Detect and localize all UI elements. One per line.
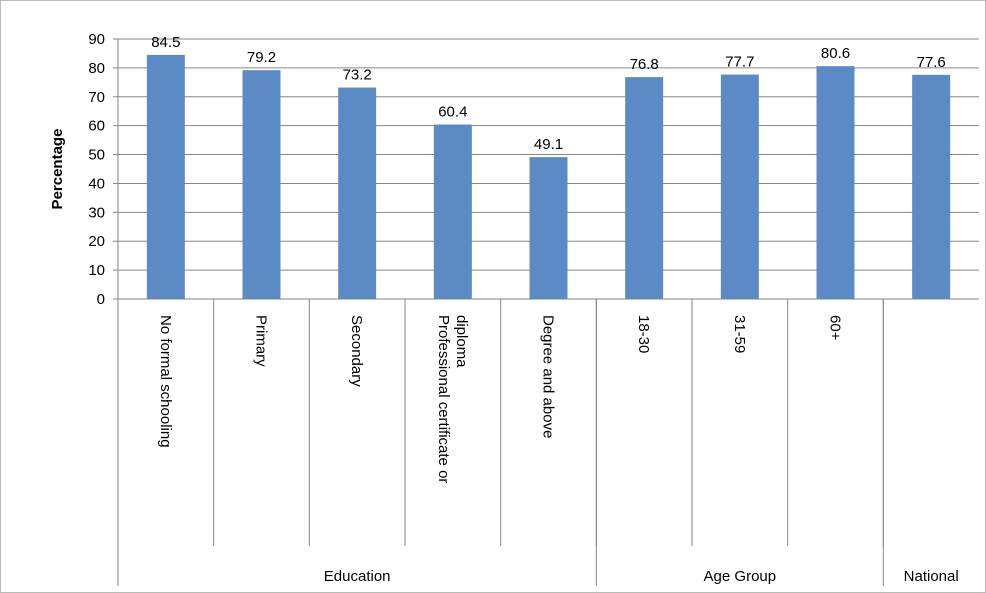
y-tick-label: 40 [88, 175, 105, 192]
data-label: 49.1 [534, 136, 563, 153]
bar-6 [625, 77, 664, 299]
category-label-line: Secondary [348, 315, 365, 387]
category-label-line: Primary [253, 315, 270, 367]
data-label: 77.7 [725, 54, 754, 71]
category-label-line: 31-59 [731, 315, 748, 353]
bar-9 [912, 74, 951, 299]
bar-4 [433, 124, 472, 299]
group-label: Age Group [704, 568, 777, 585]
bar-2 [242, 70, 281, 299]
y-axis-title: Percentage [49, 129, 66, 210]
y-tick-label: 70 [88, 89, 105, 106]
y-tick-label: 10 [88, 262, 105, 279]
data-label: 73.2 [343, 67, 372, 84]
group-label: National [904, 568, 959, 585]
data-label: 84.5 [151, 34, 180, 51]
category-label-line: 18-30 [635, 315, 652, 353]
data-label: 77.6 [917, 54, 946, 71]
category-label-line: No formal schooling [157, 315, 174, 448]
data-label: 80.6 [821, 45, 850, 62]
y-tick-label: 50 [88, 147, 105, 164]
y-tick-label: 80 [88, 60, 105, 77]
bar-7 [720, 74, 759, 300]
bar-5 [529, 157, 568, 299]
y-tick-label: 60 [88, 118, 105, 135]
y-tick-label: 30 [88, 204, 105, 221]
y-tick-label: 90 [88, 31, 105, 48]
data-label: 79.2 [247, 49, 276, 66]
bar-3 [338, 87, 377, 300]
data-label: 60.4 [438, 104, 467, 121]
bar-1 [146, 54, 185, 300]
category-label-line: diploma [453, 315, 470, 368]
category-label-line: 60+ [827, 315, 844, 341]
group-label: Education [324, 568, 391, 585]
data-label: 76.8 [630, 56, 659, 73]
y-tick-label: 20 [88, 233, 105, 250]
bar-8 [816, 66, 855, 300]
category-label-line: Degree and above [540, 315, 557, 438]
category-label-line: Professional certificate or [435, 315, 452, 483]
y-tick-label: 0 [97, 291, 105, 308]
